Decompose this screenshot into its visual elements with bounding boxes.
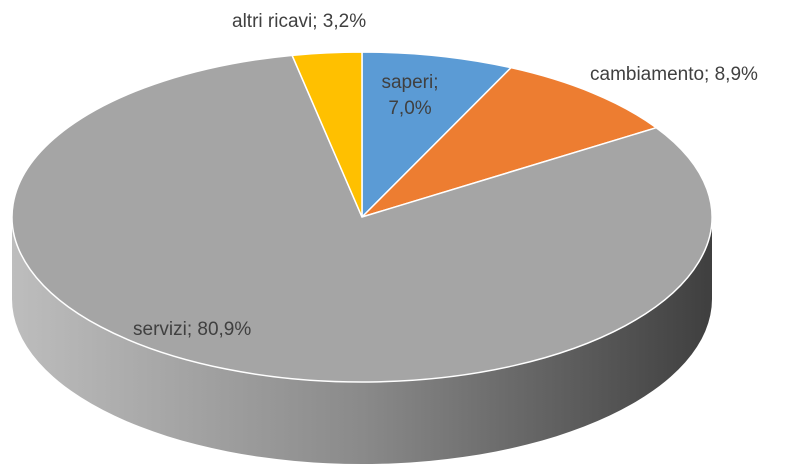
pie-slice <box>361 66 658 218</box>
pie-side <box>12 217 712 464</box>
data-label: altri ricavi; 3,2% <box>232 11 367 32</box>
data-label: saperi; 7,0% <box>381 72 439 119</box>
pie-slice <box>11 54 713 383</box>
pie-slice <box>291 51 363 218</box>
data-label: cambiamento; 8,9% <box>590 64 758 85</box>
data-label: servizi; 80,9% <box>133 319 252 340</box>
pie-slice <box>361 51 513 219</box>
